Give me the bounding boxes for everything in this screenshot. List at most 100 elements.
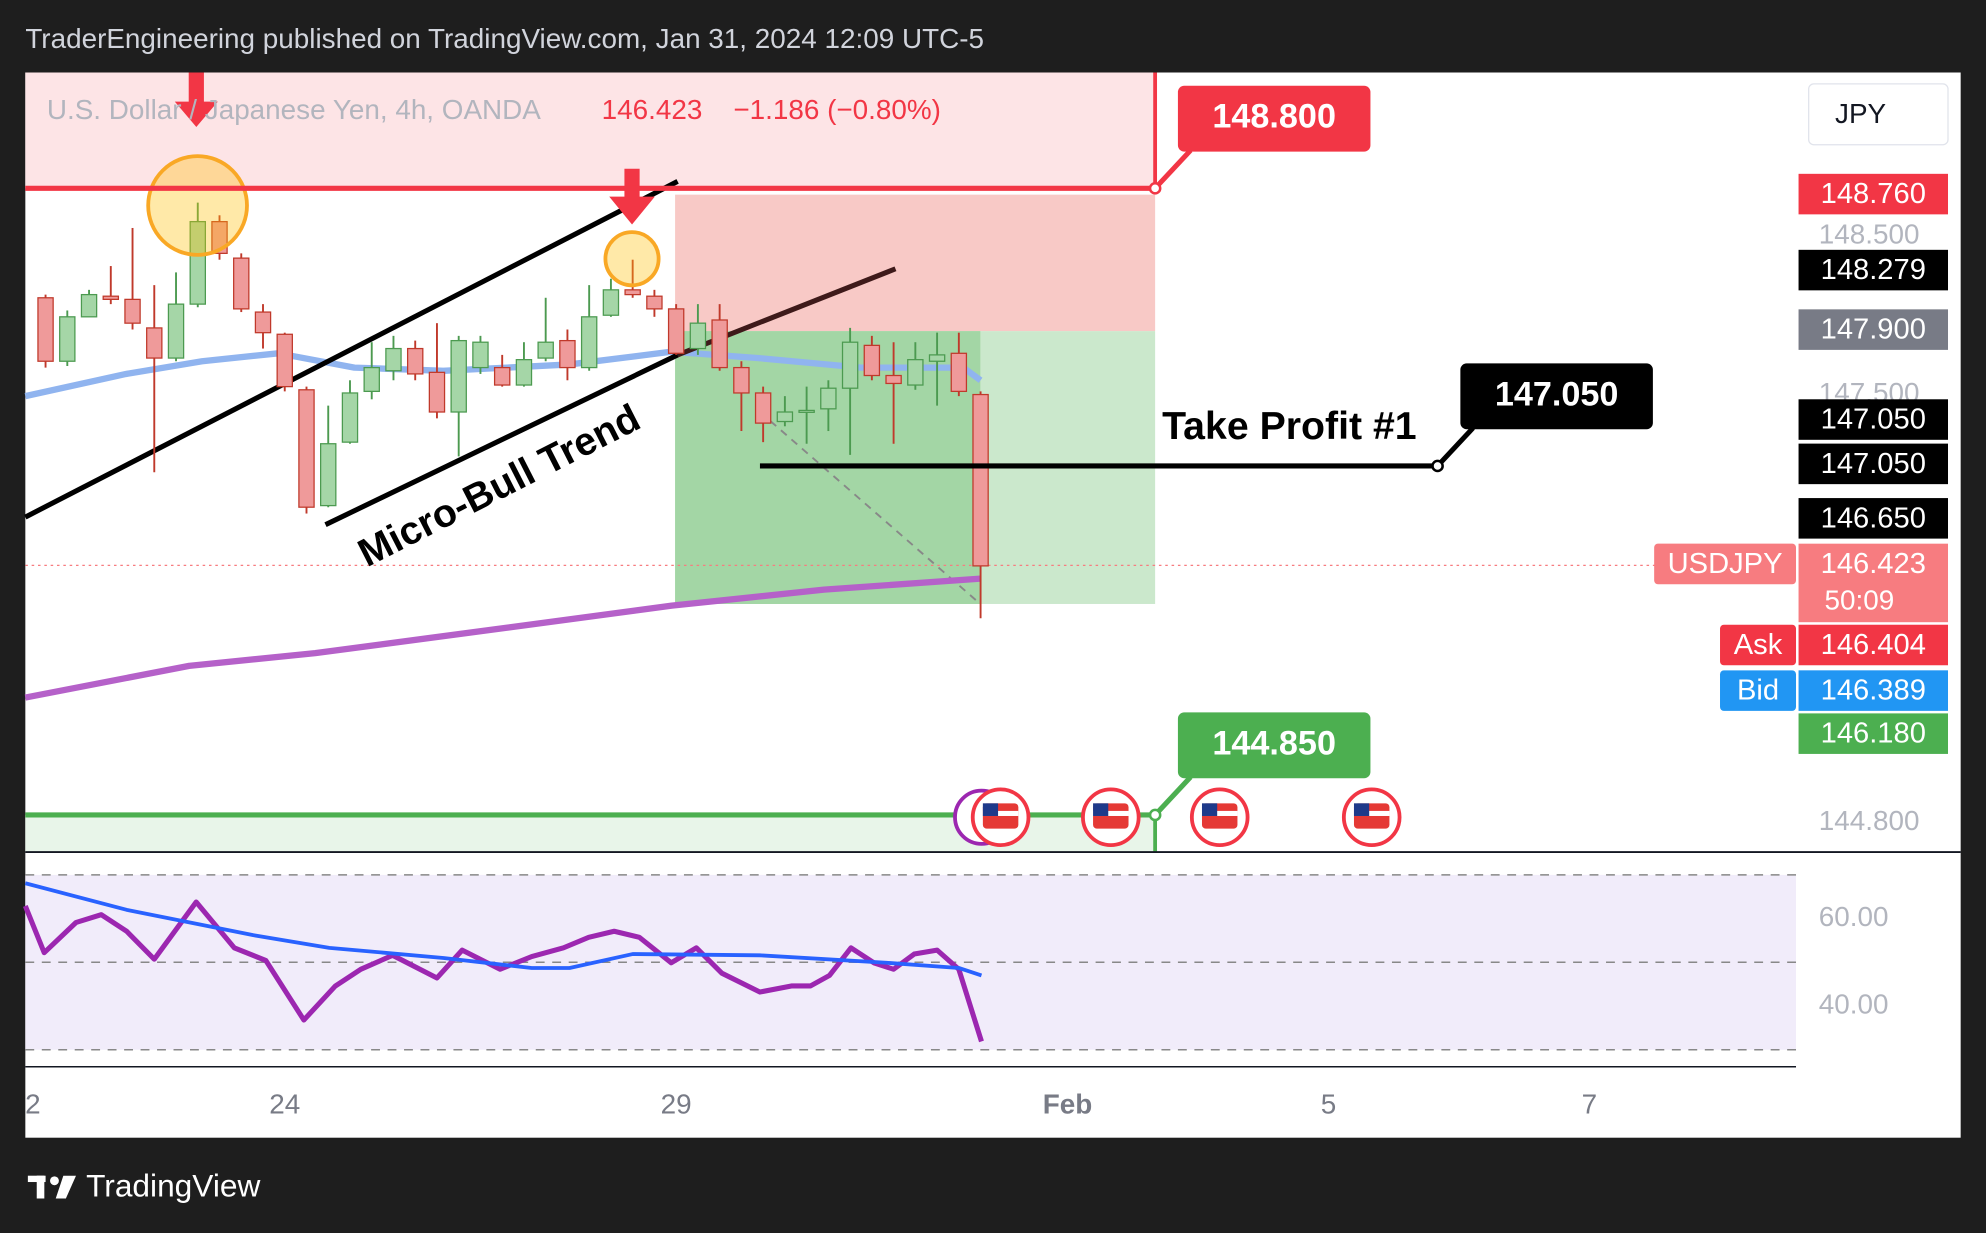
resistance-zone xyxy=(25,72,1156,189)
candle-body xyxy=(341,392,359,443)
price-tag-bg xyxy=(1720,670,1797,711)
candle-body xyxy=(820,387,837,410)
candle-body xyxy=(385,347,402,372)
price-label-bg xyxy=(1798,713,1949,754)
logo-part xyxy=(27,1175,46,1183)
channel-lower xyxy=(324,352,679,527)
candle-body xyxy=(798,409,815,413)
price-label: 146.423 xyxy=(1821,548,1926,580)
trade-path xyxy=(759,411,981,605)
legend-change: −1.186 (−0.80%) xyxy=(733,94,941,125)
price-label: 147.900 xyxy=(1821,314,1926,346)
y-tick-label: 148.500 xyxy=(1819,218,1920,249)
price-label-bg xyxy=(1798,249,1949,291)
currency-label: JPY xyxy=(1835,98,1886,129)
flag-canton xyxy=(1201,803,1218,816)
rsi-line xyxy=(24,881,983,978)
candle-body xyxy=(211,220,228,254)
candle-body xyxy=(80,293,98,318)
callout-box xyxy=(1177,85,1371,152)
logo-part xyxy=(55,1175,76,1199)
price-label: 146.404 xyxy=(1821,629,1926,661)
price-label-bg xyxy=(1798,543,1949,623)
x-tick-label: Feb xyxy=(1043,1088,1093,1119)
price-label: 148.760 xyxy=(1821,178,1926,210)
moving-average xyxy=(24,575,981,701)
price-label-bg xyxy=(1798,498,1949,539)
candle-body xyxy=(428,371,446,413)
logo-part xyxy=(50,1176,59,1186)
x-tick-label: 2 xyxy=(25,1088,41,1119)
flag-canton xyxy=(1353,803,1370,816)
candle-body xyxy=(907,359,924,386)
candle-body xyxy=(580,316,598,369)
callout-pointer xyxy=(1435,426,1475,468)
candle-body xyxy=(472,341,489,369)
candle-body xyxy=(646,295,663,310)
callout-pointer xyxy=(1153,775,1193,817)
candle-body xyxy=(189,220,207,305)
candle-body xyxy=(689,322,707,350)
price-label-bg xyxy=(1798,309,1949,350)
candle-body xyxy=(602,289,620,316)
logo xyxy=(27,1175,76,1199)
y-tick-label: 60.00 xyxy=(1819,901,1889,932)
arrow-down xyxy=(609,168,655,225)
publish-header: TraderEngineering published on TradingVi… xyxy=(25,23,984,54)
candle-body xyxy=(776,411,794,423)
x-tick-label: 24 xyxy=(269,1088,300,1119)
candle-body xyxy=(363,366,380,393)
symbol-tag-bg xyxy=(1654,543,1797,585)
price-label-bg xyxy=(1798,399,1949,440)
y-tick-label: 40.00 xyxy=(1819,988,1889,1019)
candle-body xyxy=(167,303,185,359)
candle-body xyxy=(515,359,533,386)
x-tick-label: 7 xyxy=(1582,1088,1598,1119)
x-tick-label: 29 xyxy=(661,1088,692,1119)
callout-pointer xyxy=(1153,148,1193,191)
price-label-bg xyxy=(1798,670,1949,711)
price-label: 147.050 xyxy=(1821,448,1926,480)
currency-button[interactable] xyxy=(1808,83,1949,146)
rsi-band xyxy=(25,874,1797,1050)
flag-stripe xyxy=(982,810,1019,816)
candle-body xyxy=(624,289,641,296)
candle-body xyxy=(537,341,554,359)
footer-brand: TradingView xyxy=(86,1168,260,1204)
x-tick-label: 5 xyxy=(1321,1088,1337,1119)
candle-body xyxy=(493,366,511,386)
flag-canton xyxy=(982,803,999,816)
candle-body xyxy=(233,257,250,310)
flag-stripe xyxy=(1353,810,1390,816)
candle-body xyxy=(711,319,728,369)
callout-box xyxy=(1460,363,1653,430)
candle-body xyxy=(254,311,272,334)
price-tag: Bid xyxy=(1737,675,1779,707)
price-tag-bg xyxy=(1720,624,1797,666)
candle-body xyxy=(276,333,293,388)
candle-body xyxy=(124,298,141,324)
y-tick-label: 144.800 xyxy=(1819,805,1920,836)
callout-anchor xyxy=(1148,181,1162,195)
candle-body xyxy=(406,347,424,375)
logo-part xyxy=(36,1175,45,1199)
candle-body xyxy=(733,366,750,394)
candle-body xyxy=(972,393,989,567)
arrow-down xyxy=(174,72,218,127)
callout-label: 144.850 xyxy=(1212,724,1336,762)
candle-body xyxy=(37,297,54,362)
flag-stripe xyxy=(1201,810,1238,816)
highlight-circle xyxy=(603,230,661,288)
candle-body xyxy=(863,344,881,377)
candle-body xyxy=(950,352,968,393)
highlight-circle xyxy=(146,154,249,257)
candle-body xyxy=(667,308,685,354)
callout-box xyxy=(1177,712,1371,779)
candle-body xyxy=(841,341,859,389)
price-label: 146.180 xyxy=(1821,718,1926,750)
price-label-bg xyxy=(1798,443,1949,485)
candle-body xyxy=(928,354,946,362)
